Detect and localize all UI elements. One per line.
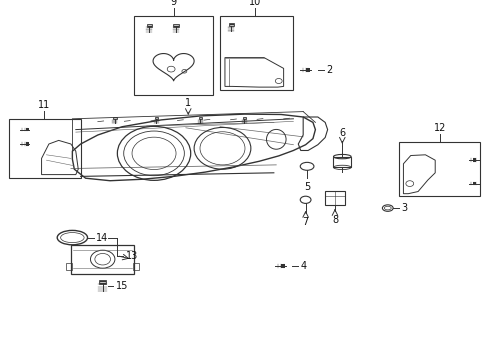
Bar — [71, 245, 134, 274]
Text: 8: 8 — [331, 215, 337, 225]
Bar — [398, 142, 479, 196]
Bar — [220, 16, 293, 90]
Text: 3: 3 — [400, 203, 407, 213]
Bar — [281, 264, 285, 268]
Bar — [333, 157, 350, 167]
Text: 11: 11 — [38, 100, 50, 110]
Bar — [146, 24, 151, 27]
Text: 15: 15 — [116, 281, 128, 291]
Text: 13: 13 — [125, 251, 138, 261]
Text: 7: 7 — [302, 217, 308, 227]
Text: 6: 6 — [339, 128, 345, 138]
Bar — [472, 182, 475, 185]
Text: 10: 10 — [248, 0, 261, 7]
Bar — [173, 24, 178, 27]
Text: 2: 2 — [326, 65, 332, 75]
Text: 12: 12 — [433, 123, 446, 133]
Bar — [25, 142, 29, 146]
Text: 14: 14 — [96, 233, 108, 243]
Bar — [113, 117, 117, 119]
Bar — [198, 117, 202, 119]
Text: 5: 5 — [304, 182, 309, 192]
Bar — [306, 68, 309, 72]
Bar — [9, 119, 81, 178]
Bar — [66, 263, 72, 270]
Bar — [134, 16, 212, 95]
Bar — [25, 128, 29, 131]
Text: 1: 1 — [185, 98, 191, 108]
Bar — [99, 280, 106, 284]
Text: 4: 4 — [300, 261, 306, 271]
Bar — [472, 158, 475, 162]
Bar — [154, 117, 158, 119]
Bar — [242, 117, 246, 119]
Bar — [133, 263, 139, 270]
Bar — [325, 191, 344, 205]
Text: 9: 9 — [170, 0, 176, 7]
Bar — [228, 23, 233, 26]
